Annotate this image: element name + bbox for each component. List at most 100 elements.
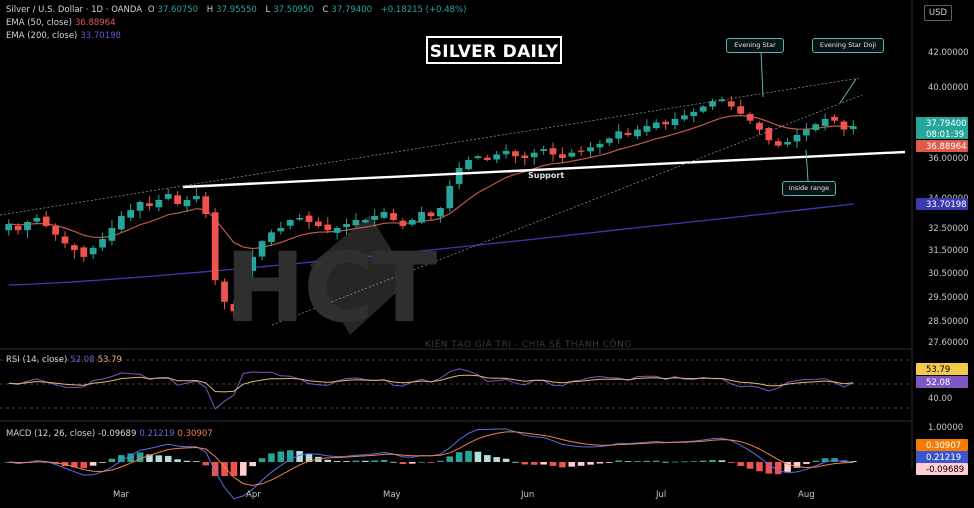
candle-body: [718, 99, 726, 102]
candle-body: [474, 156, 482, 159]
macd-histogram-bar: [249, 462, 256, 467]
macd-histogram-bar: [108, 458, 116, 462]
candle: [286, 218, 294, 230]
ema50-tag: 36.88964: [916, 140, 968, 152]
candle-body: [42, 216, 50, 226]
macd-histogram-bar: [549, 462, 557, 466]
watermark-diamond: [310, 215, 410, 335]
last-price-tag-text: 08:01:39: [926, 130, 964, 140]
ohlc-open: O 37.60750: [147, 5, 199, 15]
macd-histogram-bar: [286, 450, 294, 462]
chart-title: SILVER DAILY: [426, 36, 562, 64]
macd-histogram-bar: [371, 460, 378, 462]
macd-histogram-bar: [690, 461, 698, 462]
ema50-tag-bg: [916, 140, 968, 152]
ema200-legend[interactable]: EMA (200, close) 33.70198: [6, 31, 121, 41]
price-tick-label: 32.50000: [928, 224, 969, 234]
candle: [230, 300, 238, 320]
symbol-name[interactable]: Silver / U.S. Dollar · 1D · OANDA: [6, 5, 143, 15]
macd-histogram-bar: [728, 462, 735, 463]
candle: [24, 220, 31, 239]
candle-body: [549, 148, 557, 155]
candle-body: [315, 221, 322, 226]
candle-body: [268, 232, 275, 242]
macd-legend[interactable]: MACD (12, 26, close) -0.09689 0.21219 0.309…: [6, 429, 213, 439]
ema200-tag-text: 33.70198: [926, 200, 967, 210]
macd-value-tag: 0.21219: [916, 451, 968, 463]
macd-histogram-bar: [362, 460, 369, 462]
candle-body: [99, 239, 106, 248]
candle: [774, 138, 782, 148]
macd-histogram-bar: [89, 462, 97, 466]
candle-body: [662, 121, 669, 125]
macd-histogram-bar: [408, 462, 416, 464]
macd-histogram-bar: [380, 459, 388, 462]
candle: [71, 243, 78, 259]
candle-body: [155, 200, 163, 208]
candle: [221, 278, 228, 310]
macd-histogram-bar: [183, 460, 191, 462]
currency-button[interactable]: USD: [924, 5, 952, 21]
candle: [512, 149, 519, 164]
macd-histogram-bar: [324, 459, 332, 462]
price-tick-label: 27.60000: [928, 338, 969, 348]
macd-histogram-bar: [80, 462, 88, 469]
candle: [427, 210, 435, 221]
macd-histogram-bar: [305, 453, 313, 462]
last-price-tag-bg: [916, 117, 968, 139]
macd-hist-tag-bg: [916, 463, 968, 475]
candle-body: [446, 186, 454, 209]
candle: [727, 95, 735, 111]
candle: [183, 196, 191, 213]
macd-histogram-bar: [793, 462, 801, 468]
candle: [709, 98, 716, 110]
macd-histogram-bar: [333, 461, 341, 462]
candle-body: [765, 128, 773, 141]
candle-body: [174, 195, 181, 204]
time-axis-label: Apr: [246, 490, 261, 500]
candle: [127, 203, 135, 222]
macd-histogram-bar: [174, 459, 181, 462]
candle: [643, 119, 651, 136]
candle: [812, 122, 820, 133]
rsi-pane: [0, 359, 912, 410]
candle-body: [803, 129, 810, 136]
candle-body: [427, 212, 435, 216]
rsi-legend[interactable]: RSI (14, close) 52.08 53.79: [6, 355, 122, 365]
candle-body: [521, 155, 529, 158]
ema50-legend[interactable]: EMA (50, close) 36.88964: [6, 18, 116, 28]
candle: [315, 217, 322, 228]
rsi-tag-text: 52.08: [926, 378, 950, 388]
macd-histogram-bar: [624, 461, 632, 463]
price-change: +0.18215 (+0.48%): [380, 5, 467, 15]
macd-histogram-bar: [221, 462, 228, 476]
price-tick-label: 40.00000: [928, 83, 969, 93]
candle: [699, 105, 707, 114]
evening-star-doji-label: Evening Star Doji: [812, 38, 884, 53]
macd-histogram-bar: [99, 462, 106, 463]
time-axis-label: Jul: [655, 490, 666, 500]
candle-body: [455, 168, 463, 184]
macd-histogram-bar: [784, 462, 791, 472]
inside-range-pointer: [805, 149, 809, 182]
candle: [540, 145, 547, 155]
rsi-ma-line: [8, 374, 854, 393]
upper-channel-line: [0, 77, 861, 216]
candle-body: [61, 236, 69, 244]
candle: [577, 146, 585, 156]
candle: [33, 214, 41, 225]
candle: [681, 109, 688, 122]
candle-body: [568, 152, 576, 157]
candle: [662, 119, 669, 130]
candle-body: [117, 216, 125, 230]
candle: [146, 196, 153, 211]
candle-body: [699, 106, 707, 112]
macd-histogram-bar: [803, 462, 810, 464]
macd-histogram-bar: [146, 454, 153, 462]
candle-body: [774, 141, 782, 146]
price-axis: 42.0000040.0000036.0000034.0000032.50000…: [916, 48, 969, 475]
candle: [615, 124, 623, 144]
candle: [840, 119, 848, 137]
